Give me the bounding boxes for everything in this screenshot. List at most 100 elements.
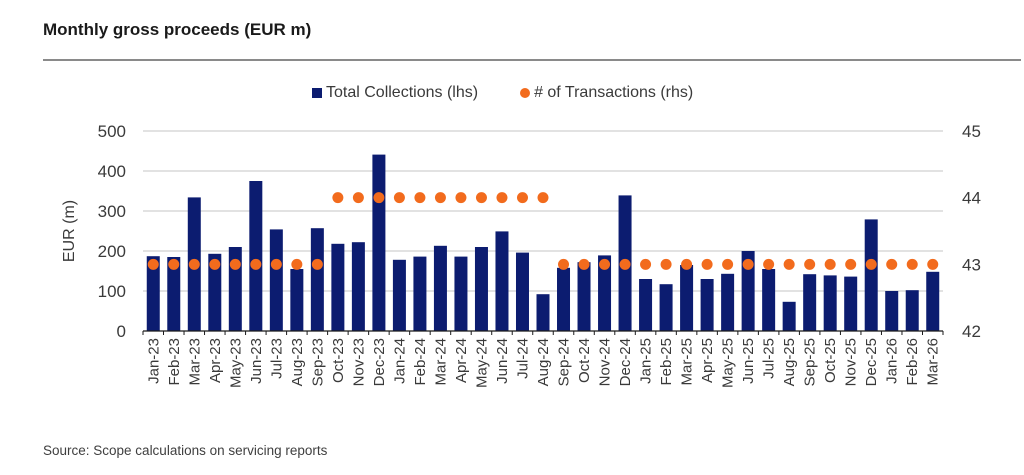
- transaction-dot: [168, 258, 180, 270]
- transaction-dot: [558, 258, 570, 270]
- x-tick-label: Feb-23: [166, 338, 183, 386]
- bar: [721, 273, 735, 331]
- transaction-dot: [475, 192, 487, 204]
- transaction-dot: [496, 192, 508, 204]
- x-tick-label: Mar-26: [925, 338, 942, 386]
- transaction-dot: [291, 258, 303, 270]
- transaction-dot: [906, 258, 918, 270]
- bar-series: [146, 154, 940, 331]
- transaction-dot: [250, 258, 262, 270]
- x-tick-label: Feb-25: [658, 338, 675, 386]
- x-tick-label: Jan-23: [145, 338, 162, 384]
- transaction-dot: [886, 258, 898, 270]
- y-tick-label-left: 500: [98, 122, 126, 141]
- transaction-dot: [681, 258, 693, 270]
- x-tick-label: Sep-25: [802, 338, 819, 386]
- y-tick-label-left: 100: [98, 282, 126, 301]
- circle-marker-icon: [520, 88, 531, 98]
- transaction-dot: [701, 258, 713, 270]
- x-tick-label: Dec-25: [863, 338, 880, 386]
- x-tick-label: Apr-25: [699, 338, 716, 383]
- x-axis: Jan-23 Feb-23 Mar-23 Apr-23 May-23 Jun-23 Jul-…: [142, 330, 944, 388]
- x-tick-label: Aug-23: [289, 338, 306, 386]
- bar: [392, 259, 406, 331]
- transaction-dot: [352, 192, 364, 204]
- bar: [762, 269, 776, 331]
- x-tick-label: Jun-25: [740, 338, 757, 384]
- x-tick-label: Jun-23: [248, 338, 265, 384]
- chart-title: Monthly gross proceeds (EUR m): [43, 20, 312, 39]
- transaction-dot: [599, 258, 611, 270]
- bar: [885, 291, 899, 331]
- source-note: Source: Scope calculations on servicing …: [43, 443, 328, 458]
- transaction-dot: [229, 258, 241, 270]
- x-tick-label: May-24: [473, 338, 490, 388]
- x-tick-label: Jul-25: [761, 338, 778, 379]
- transaction-dot: [722, 258, 734, 270]
- transaction-dot: [783, 258, 795, 270]
- bar: [433, 245, 447, 331]
- transaction-dot: [393, 192, 405, 204]
- legend-item-transactions: # of Transactions (rhs): [520, 84, 693, 102]
- bar: [741, 251, 755, 331]
- x-tick-label: Jan-24: [391, 338, 408, 384]
- legend-label-transactions: # of Transactions (rhs): [534, 84, 694, 101]
- x-tick-label: Dec-24: [617, 338, 634, 386]
- bar: [680, 265, 694, 331]
- x-tick-label: Aug-25: [781, 338, 798, 386]
- bar: [659, 284, 673, 331]
- bar: [474, 247, 488, 331]
- transaction-dot: [209, 258, 221, 270]
- bar: [413, 256, 427, 331]
- x-tick-label: Oct-23: [330, 338, 347, 383]
- y-tick-label-left: 300: [98, 202, 126, 221]
- bar: [557, 267, 571, 331]
- legend-label-collections: Total Collections (lhs): [326, 84, 479, 101]
- transaction-dot: [845, 258, 857, 270]
- transaction-dot: [332, 192, 344, 204]
- y-axis-label: EUR (m): [61, 200, 78, 262]
- bar: [208, 253, 222, 331]
- legend-item-collections: Total Collections (lhs): [312, 84, 478, 102]
- x-tick-label: Jan-26: [884, 338, 901, 384]
- bar: [515, 252, 529, 331]
- bar: [577, 262, 591, 331]
- bar: [454, 256, 468, 331]
- y-tick-label-right: 45: [962, 122, 981, 141]
- transaction-dot: [865, 258, 877, 270]
- x-tick-label: Nov-23: [350, 338, 367, 386]
- gridlines: [143, 130, 943, 292]
- bar: [249, 181, 263, 331]
- x-tick-label: Sep-24: [556, 338, 573, 386]
- transaction-dot: [619, 258, 631, 270]
- bar: [844, 276, 858, 331]
- x-tick-label: Jul-24: [514, 338, 531, 379]
- title-divider: [43, 59, 1021, 61]
- y-tick-label-left: 400: [98, 162, 126, 181]
- transaction-dot: [804, 258, 816, 270]
- bar: [310, 228, 324, 331]
- x-tick-label: Feb-26: [904, 338, 921, 386]
- bar: [167, 257, 181, 331]
- x-tick-label: Dec-23: [371, 338, 388, 386]
- legend: Total Collections (lhs) # of Transaction…: [312, 84, 735, 102]
- bar: [372, 154, 386, 331]
- bar: [782, 301, 796, 331]
- x-tick-label: Jun-24: [494, 338, 511, 384]
- transaction-dot: [311, 258, 323, 270]
- bar: [290, 269, 304, 331]
- bar: [351, 242, 365, 331]
- transaction-dot: [660, 258, 672, 270]
- transaction-dot: [414, 192, 426, 204]
- y-tick-label-left: 200: [98, 242, 126, 261]
- transaction-dot: [824, 258, 836, 270]
- x-tick-label: Aug-24: [535, 338, 552, 386]
- bar: [495, 231, 509, 331]
- y-tick-label-right: 43: [962, 255, 981, 274]
- transaction-dot: [640, 258, 652, 270]
- transaction-dot: [373, 192, 385, 204]
- bar: [269, 229, 283, 331]
- y-tick-label-left: 0: [117, 322, 126, 341]
- transaction-dot: [188, 258, 200, 270]
- dot-series: [147, 192, 939, 270]
